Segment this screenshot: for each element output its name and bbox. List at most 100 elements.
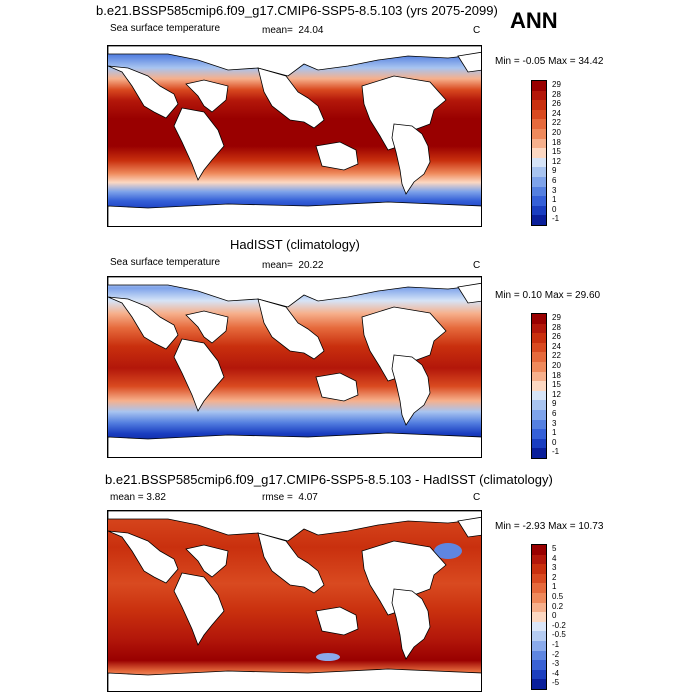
panel1-variable-label: Sea surface temperature (110, 23, 221, 34)
colorbar-swatch (532, 323, 546, 334)
colorbar-swatch (532, 186, 546, 197)
colorbar-swatch (532, 333, 546, 343)
panel3-map (107, 510, 482, 692)
panel3-continents (108, 511, 481, 691)
colorbar-swatch (532, 128, 546, 139)
panel1-minmax: Min = -0.05 Max = 34.42 (495, 56, 604, 67)
colorbar-swatch (532, 90, 546, 101)
colorbar-tick-label: 6 (552, 176, 557, 185)
colorbar-swatch (532, 602, 546, 613)
colorbar-tick-label: 0 (552, 611, 557, 621)
colorbar-swatch (532, 371, 546, 382)
colorbar-tick-label: -1 (552, 640, 560, 649)
colorbar-swatch (532, 660, 546, 670)
colorbar-tick-label: 3 (552, 185, 557, 195)
colorbar-swatch (532, 342, 546, 353)
colorbar-swatch (532, 361, 546, 372)
colorbar-swatch (532, 196, 546, 206)
colorbar-tick-label: 0 (552, 204, 557, 214)
colorbar-swatch (532, 148, 546, 158)
colorbar-tick-label: 22 (552, 118, 561, 128)
colorbar-swatch (532, 621, 546, 632)
colorbar-tick-label: 0.2 (552, 601, 564, 611)
colorbar-swatch (532, 400, 546, 410)
panel2-mean-label: mean= 20.22 (262, 260, 324, 271)
colorbar-swatch (532, 167, 546, 177)
colorbar-swatch (532, 448, 546, 458)
colorbar-tick-label: 28 (552, 322, 561, 332)
colorbar-swatch (532, 631, 546, 641)
colorbar-tick-label: 5 (552, 544, 557, 553)
panel2-continents (108, 277, 481, 457)
panel3-negative-anomaly-southern (316, 653, 340, 661)
colorbar-tick-label: 4 (552, 553, 557, 563)
colorbar-tick-label: 6 (552, 409, 557, 418)
colorbar-swatch (532, 215, 546, 225)
panel3-units: C (473, 492, 481, 503)
colorbar-tick-label: 18 (552, 137, 561, 147)
colorbar-swatch (532, 81, 546, 91)
colorbar-tick-label: -5 (552, 678, 560, 688)
panel1-continents (108, 46, 481, 226)
season-label: ANN (510, 8, 558, 33)
colorbar-swatch (532, 573, 546, 584)
panel3-title: b.e21.BSSP585cmip6.f09_g17.CMIP6-SSP5-8.… (105, 472, 553, 487)
panel1-ocean-field (108, 46, 481, 226)
colorbar-tick-label: 9 (552, 166, 557, 176)
colorbar-tick-label: 24 (552, 108, 561, 118)
colorbar-swatch (532, 650, 546, 661)
colorbar-tick-label: 1 (552, 582, 557, 592)
colorbar-tick-label: 22 (552, 351, 561, 361)
colorbar-tick-label: -1 (552, 214, 560, 224)
colorbar-tick-label: 3 (552, 418, 557, 428)
panel3-ocean-field (108, 511, 481, 691)
colorbar-tick-label: 0.5 (552, 592, 564, 601)
panel1-mean-label: mean= 24.04 (262, 25, 324, 36)
colorbar-swatch (532, 205, 546, 216)
colorbar-swatch (532, 109, 546, 120)
colorbar-tick-label: -4 (552, 668, 560, 678)
panel3-mean-label: mean = 3.82 (110, 492, 166, 503)
colorbar-tick-label: 26 (552, 332, 561, 342)
panel3-colorbar (531, 544, 547, 690)
colorbar-swatch (532, 429, 546, 439)
panel3-rmse-label: rmse = 4.07 (262, 492, 318, 503)
colorbar-swatch (532, 390, 546, 401)
panel2-title: HadISST (climatology) (230, 237, 360, 252)
colorbar-swatch (532, 640, 546, 651)
colorbar-swatch (532, 592, 546, 603)
panel2-units: C (473, 260, 481, 271)
colorbar-swatch (532, 314, 546, 324)
colorbar-swatch (532, 679, 546, 689)
panel1-map (107, 45, 482, 227)
colorbar-swatch (532, 545, 546, 555)
colorbar-swatch (532, 419, 546, 430)
colorbar-tick-label: 15 (552, 147, 561, 157)
colorbar-swatch (532, 583, 546, 593)
colorbar-tick-label: 20 (552, 128, 561, 137)
colorbar-swatch (532, 157, 546, 168)
colorbar-tick-label: -1 (552, 447, 560, 457)
colorbar-swatch (532, 669, 546, 680)
colorbar-tick-label: 26 (552, 99, 561, 109)
colorbar-swatch (532, 138, 546, 149)
panel2-minmax: Min = 0.10 Max = 29.60 (495, 290, 601, 301)
colorbar-tick-label: 9 (552, 399, 557, 409)
colorbar-tick-label: 18 (552, 370, 561, 380)
colorbar-tick-label: 3 (552, 563, 557, 573)
panel1-title: b.e21.BSSP585cmip6.f09_g17.CMIP6-SSP5-8.… (96, 3, 498, 18)
colorbar-swatch (532, 554, 546, 565)
panel2-colorbar (531, 313, 547, 459)
panel3-negative-anomaly-northatlantic (434, 543, 462, 559)
colorbar-tick-label: 15 (552, 380, 561, 390)
colorbar-tick-label: 28 (552, 89, 561, 99)
colorbar-swatch (532, 612, 546, 622)
colorbar-swatch (532, 438, 546, 449)
colorbar-tick-label: 0 (552, 437, 557, 447)
colorbar-tick-label: 24 (552, 341, 561, 351)
colorbar-swatch (532, 100, 546, 110)
colorbar-tick-label: 1 (552, 195, 557, 205)
colorbar-tick-label: -0.5 (552, 630, 566, 640)
panel1-units: C (473, 25, 481, 36)
colorbar-tick-label: -0.2 (552, 620, 566, 630)
